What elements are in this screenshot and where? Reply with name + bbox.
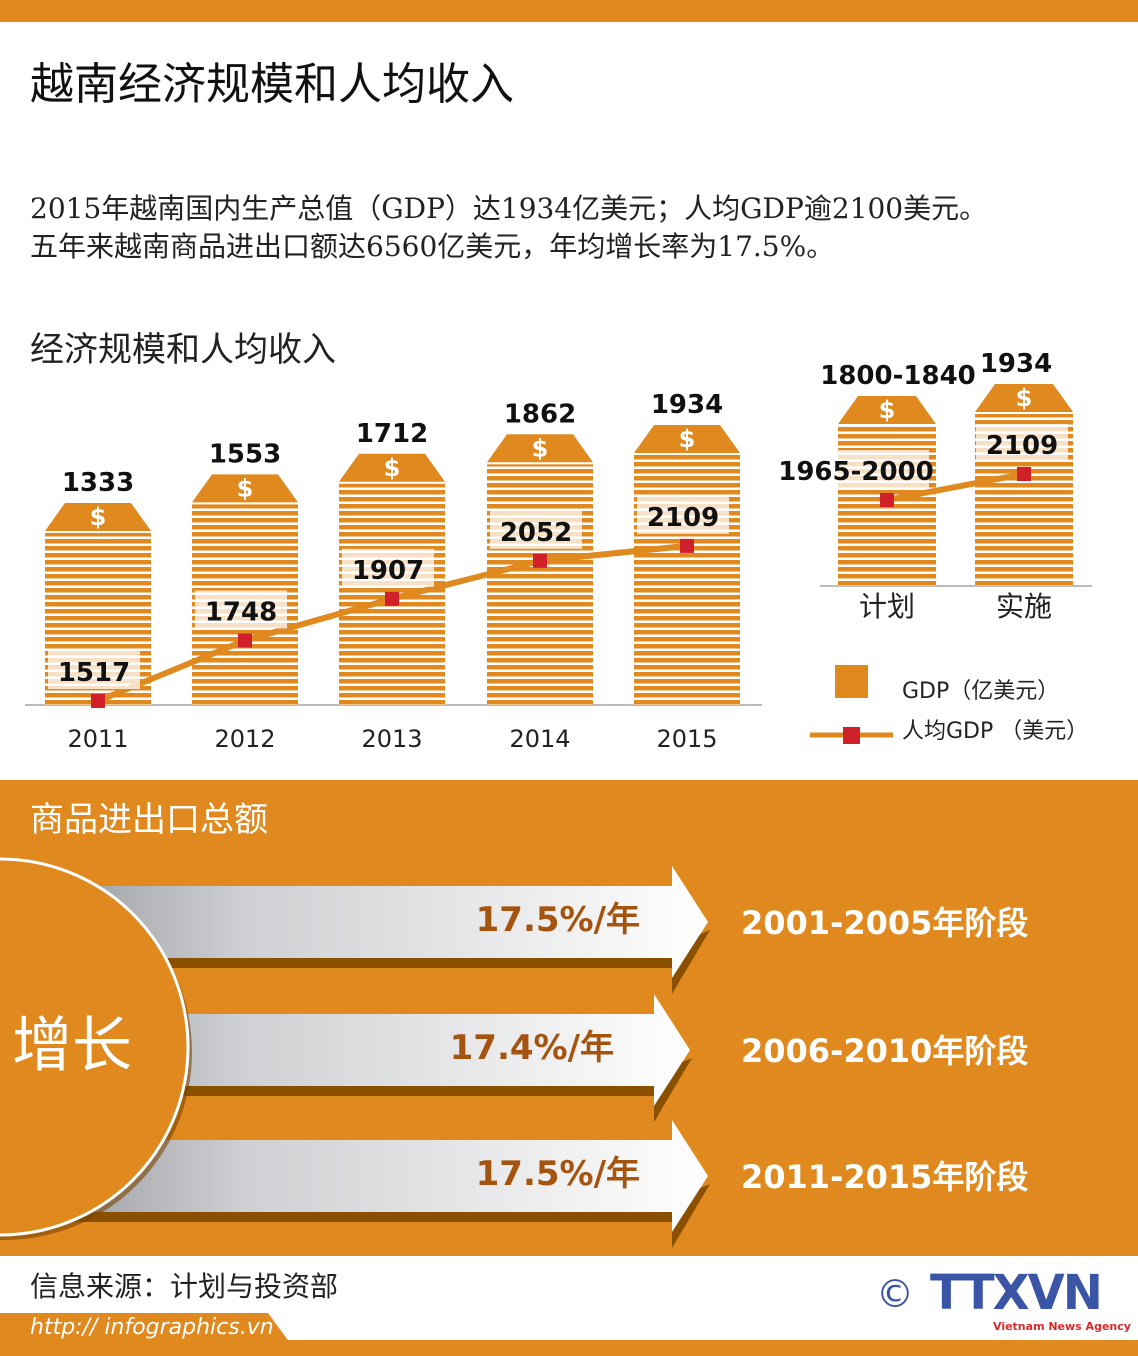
per-capita-marker	[1017, 467, 1031, 481]
period-label: 2011-2015年阶段	[741, 1158, 1029, 1196]
dollar-icon: $	[879, 396, 896, 424]
page-title: 越南经济规模和人均收入	[30, 59, 514, 110]
legend-gdp-swatch	[835, 665, 868, 698]
x-tick-label: 2015	[656, 725, 717, 753]
growth-rate: 17.4%/年	[449, 1028, 614, 1068]
per-capita-label-bg	[783, 450, 929, 488]
gdp-bar-cap	[487, 434, 593, 463]
arrow-shadow	[0, 1212, 672, 1222]
legend: GDP（亿美元） 人均GDP （美元）	[810, 665, 1088, 744]
per-capita-marker	[680, 538, 694, 553]
x-tick-label: 2011	[67, 725, 128, 753]
per-capita-value-label: 1965-2000	[778, 457, 934, 487]
charts: $1333 2011 $1553 2012 $1712 2013 $1862 2014 $193…	[25, 349, 1092, 753]
growth-rate: 17.5%/年	[475, 1154, 640, 1194]
gdp-value-label: 1553	[209, 439, 281, 469]
gdp-value-label: 1800-1840	[820, 361, 976, 391]
gdp-bar-cap	[192, 474, 298, 503]
dollar-icon: $	[90, 503, 107, 531]
gdp-bar-cap	[45, 502, 151, 531]
main-chart: $1333 2011 $1553 2012 $1712 2013 $1862 2014 $193…	[45, 390, 740, 753]
gdp-value-label: 1934	[651, 390, 723, 420]
per-capita-marker	[533, 553, 547, 568]
intro-line-1: 2015年越南国内生产总值（GDP）达1934亿美元；人均GDP逾2100美元。	[30, 192, 988, 225]
per-capita-label-bg	[48, 651, 140, 689]
x-tick-label: 2014	[509, 725, 570, 753]
per-capita-marker	[238, 633, 252, 648]
dollar-icon: $	[237, 474, 254, 502]
source-text: 信息来源：计划与投资部	[30, 1270, 339, 1303]
dollar-icon: $	[1016, 384, 1033, 412]
per-capita-label-bg	[976, 424, 1068, 462]
growth-rate: 17.5%/年	[475, 900, 640, 940]
copyright-icon: ©	[876, 1272, 914, 1316]
growth-circle	[0, 857, 190, 1237]
period-label: 2006-2010年阶段	[741, 1032, 1029, 1070]
dollar-icon: $	[532, 434, 549, 462]
per-capita-label-bg	[490, 510, 582, 549]
gdp-value-label: 1934	[980, 349, 1052, 379]
intro-line-2: 五年来越南商品进出口额达6560亿美元，年均增长率为17.5%。	[30, 230, 835, 263]
gdp-value-label: 1333	[62, 468, 134, 498]
gdp-bar-cap	[339, 453, 445, 482]
url-link[interactable]: http:// infographics.vn	[30, 1315, 274, 1340]
ttxvn-logo: TTXVN	[930, 1265, 1103, 1321]
side-chart: $1800-1840 计划 $1934 实施 1965-2000 2109	[778, 349, 1073, 623]
per-capita-label-bg	[195, 590, 287, 629]
url-banner	[0, 1313, 290, 1343]
gdp-bar-cap	[975, 384, 1073, 413]
gdp-bar-cap	[634, 424, 740, 453]
per-capita-value-label: 2109	[647, 503, 719, 533]
per-capita-value-label: 1517	[58, 658, 130, 688]
trade-heading: 商品进出口总额	[30, 800, 268, 840]
growth-arrows	[0, 857, 710, 1248]
top-bar	[0, 0, 1138, 22]
x-tick-label: 2013	[361, 725, 422, 753]
per-capita-value-label: 1907	[352, 556, 424, 586]
legend-per-capita-label: 人均GDP （美元）	[902, 719, 1088, 744]
bottom-bar	[0, 1340, 1138, 1356]
per-capita-marker	[385, 591, 399, 606]
x-tick-label: 实施	[996, 590, 1052, 623]
growth-label: 增长	[12, 1011, 132, 1081]
per-capita-value-label: 1748	[205, 597, 277, 627]
logo-subtitle: Vietnam News Agency	[993, 1320, 1131, 1333]
per-capita-marker	[91, 694, 105, 708]
growth-arrow	[0, 1120, 708, 1232]
legend-marker	[843, 727, 860, 744]
x-tick-label: 2012	[214, 725, 275, 753]
per-capita-value-label: 2052	[500, 518, 572, 548]
legend-gdp-label: GDP（亿美元）	[902, 679, 1059, 704]
per-capita-marker	[880, 493, 894, 507]
x-tick-label: 计划	[859, 590, 915, 623]
per-capita-label-bg	[637, 495, 729, 534]
gdp-bar-cap	[838, 396, 936, 425]
growth-arrow	[0, 866, 708, 978]
dollar-icon: $	[679, 425, 696, 453]
chart-title: 经济规模和人均收入	[30, 330, 336, 370]
per-capita-label-bg	[342, 548, 434, 587]
gdp-value-label: 1862	[504, 399, 576, 429]
period-label: 2001-2005年阶段	[741, 904, 1029, 942]
dollar-icon: $	[384, 454, 401, 482]
per-capita-value-label: 2109	[986, 431, 1058, 461]
gdp-bar	[487, 464, 593, 705]
gdp-value-label: 1712	[356, 419, 428, 449]
per-capita-line	[886, 471, 1025, 503]
gdp-bar	[634, 454, 740, 705]
